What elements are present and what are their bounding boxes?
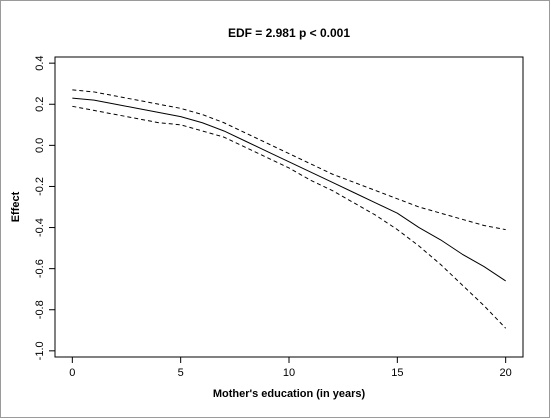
plot-box	[54, 56, 524, 358]
series-layer	[72, 89, 507, 329]
y-tick-label-6: -0.8	[34, 300, 46, 319]
y-tick-label-7: -1.0	[34, 341, 46, 360]
y-tick-label-0: 0.4	[34, 56, 46, 71]
y-axis: 0.4 0.2 0.0 -0.2 -0.4 -0.6 -0.8 -1.0	[34, 56, 55, 360]
y-tick-label-1: 0.2	[34, 97, 46, 112]
x-axis-title: Mother's education (in years)	[213, 388, 366, 400]
x-tick-label-0: 0	[69, 367, 75, 379]
x-axis: 0 5 10 15 20	[69, 357, 512, 379]
confidence-band-line-2	[72, 105, 507, 329]
x-tick-label-3: 15	[391, 367, 403, 379]
y-tick-label-3: -0.2	[34, 177, 46, 196]
y-axis-title: Effect	[10, 191, 22, 222]
y-tick-label-5: -0.6	[34, 259, 46, 278]
confidence-band-line-1	[72, 89, 506, 231]
chart-title: EDF = 2.981 p < 0.001	[228, 26, 350, 40]
x-tick-label-1: 5	[178, 367, 184, 379]
y-tick-label-2: 0.0	[34, 138, 46, 153]
effect-line-0	[72, 97, 506, 282]
y-tick-label-4: -0.4	[34, 218, 46, 237]
x-tick-label-2: 10	[283, 367, 295, 379]
x-tick-label-4: 20	[500, 367, 512, 379]
